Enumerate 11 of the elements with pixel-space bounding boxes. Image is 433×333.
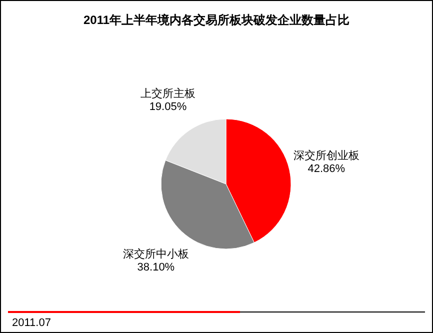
data-label: 38.10%	[137, 262, 175, 274]
slice-label: 深交所创业板	[293, 149, 360, 162]
pie-slice	[165, 118, 226, 184]
slice-label: 深交所中小板	[122, 248, 189, 261]
text: 2011.07	[12, 317, 51, 329]
data-label: 42.86%	[308, 163, 346, 176]
slice-label: 上交所主板	[140, 86, 196, 100]
pie-slice	[226, 118, 292, 243]
data-label: 19.05%	[149, 100, 187, 113]
pie-slice	[160, 160, 254, 250]
chart-title: 2011年上半年境内各交易所板块破发企业数量占比	[83, 13, 350, 27]
